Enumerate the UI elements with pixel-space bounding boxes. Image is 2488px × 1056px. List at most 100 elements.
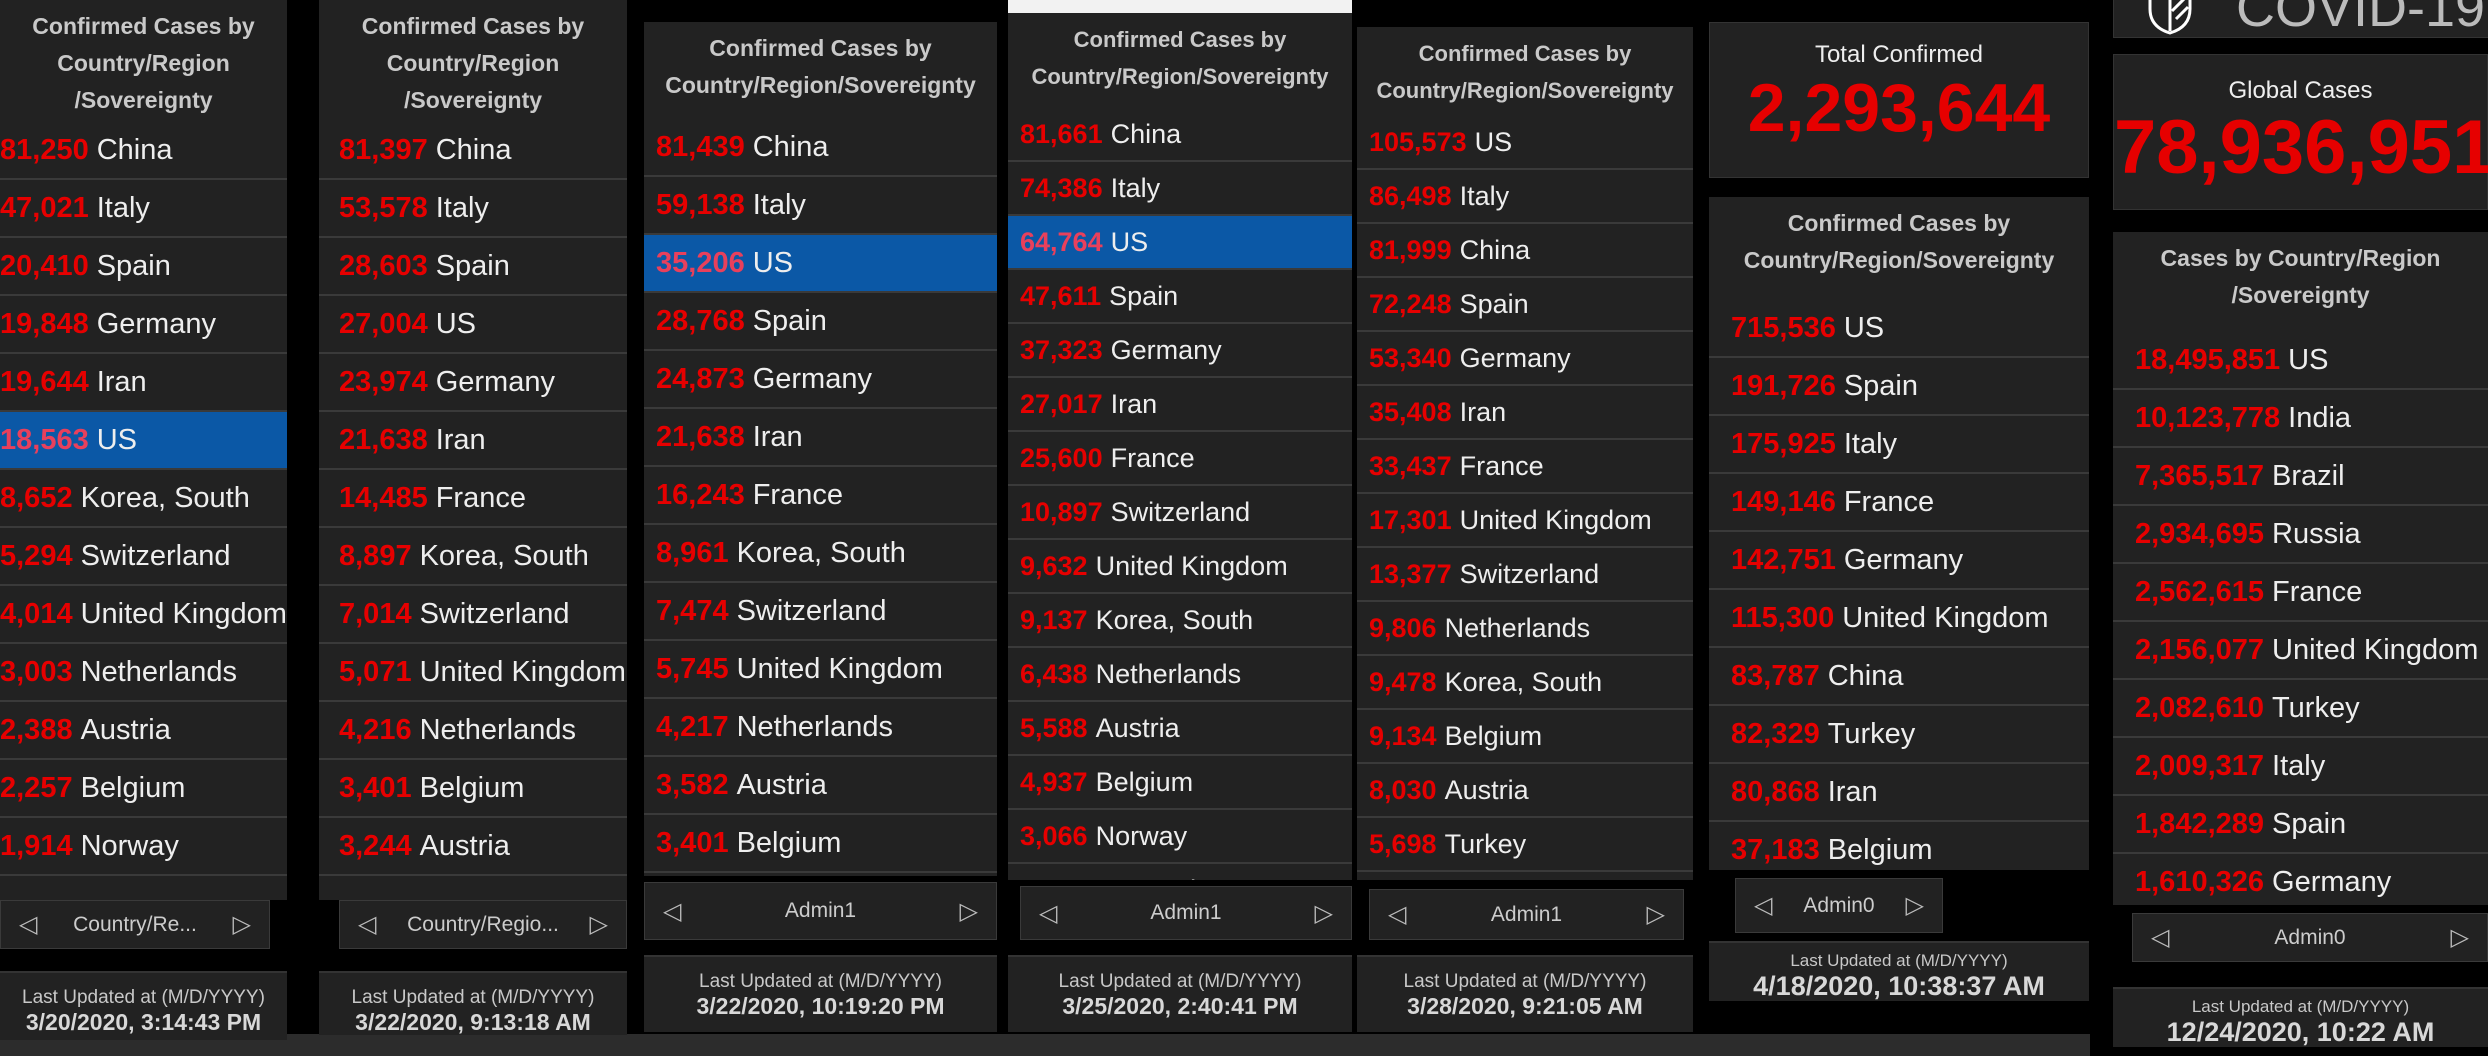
country-list[interactable]: 81,439 China 59,138 Italy 35,206 US 28,768 Spai… xyxy=(644,119,997,876)
list-item[interactable]: 23,974 Germany xyxy=(319,354,627,412)
list-item[interactable]: 1,610,326 Germany xyxy=(2113,854,2488,905)
country-list[interactable]: 81,397 China 53,578 Italy 28,603 Spain 27,004 U… xyxy=(319,122,627,900)
list-item[interactable]: 37,323 Germany xyxy=(1008,324,1352,378)
list-item[interactable]: 3,003 Netherlands xyxy=(0,644,287,702)
list-item[interactable]: 6,438 Netherlands xyxy=(1008,648,1352,702)
triangle-left-icon[interactable]: ◁ xyxy=(1754,892,1773,919)
list-item[interactable]: 16,243 France xyxy=(644,467,997,525)
list-item[interactable]: 10,897 Switzerland xyxy=(1008,486,1352,540)
triangle-right-icon[interactable]: ▷ xyxy=(959,897,978,925)
list-item[interactable]: 81,439 China xyxy=(644,119,997,177)
country-list[interactable]: 81,250 China 47,021 Italy 20,410 Spain 19,848 G… xyxy=(0,122,287,900)
list-item[interactable]: 47,021 Italy xyxy=(0,180,287,238)
list-item[interactable]: 81,250 China xyxy=(0,122,287,180)
list-item[interactable]: 9,137 Korea, South xyxy=(1008,594,1352,648)
list-item[interactable]: 175,925 Italy xyxy=(1709,416,2089,474)
list-item[interactable]: 27,004 US xyxy=(319,296,627,354)
list-item[interactable]: 35,206 US xyxy=(644,235,997,293)
list-item[interactable]: 9,134 Belgium xyxy=(1357,710,1693,764)
list-item[interactable]: 10,123,778 India xyxy=(2113,390,2488,448)
list-item[interactable]: 28,768 Spain xyxy=(644,293,997,351)
list-item[interactable]: 9,806 Netherlands xyxy=(1357,602,1693,656)
list-item[interactable]: 8,961 Korea, South xyxy=(644,525,997,583)
list-item[interactable]: 53,340 Germany xyxy=(1357,332,1693,386)
list-item[interactable]: 81,661 China xyxy=(1008,108,1352,162)
list-item[interactable]: 2,257 Belgium xyxy=(0,760,287,818)
list-item[interactable]: 3,401 Belgium xyxy=(644,815,997,873)
list-item[interactable]: 86,498 Italy xyxy=(1357,170,1693,224)
list-item[interactable]: 53,578 Italy xyxy=(319,180,627,238)
list-item[interactable]: 115,300 United Kingdom xyxy=(1709,590,2089,648)
list-item[interactable]: 8,897 Korea, South xyxy=(319,528,627,586)
list-item[interactable]: 80,868 Iran xyxy=(1709,764,2089,822)
list-item[interactable]: 8,030 Austria xyxy=(1357,764,1693,818)
list-item[interactable]: 74,386 Italy xyxy=(1008,162,1352,216)
list-item[interactable]: 2,009,317 Italy xyxy=(2113,738,2488,796)
list-item[interactable]: 4,014 United Kingdom xyxy=(0,586,287,644)
list-item[interactable]: 2,934,695 Russia xyxy=(2113,506,2488,564)
list-item[interactable]: 83,787 China xyxy=(1709,648,2089,706)
list-item[interactable]: 2,562,615 France xyxy=(2113,564,2488,622)
list-item[interactable]: 9,095 Portugal xyxy=(1008,864,1352,880)
list-item[interactable]: 25,600 France xyxy=(1008,432,1352,486)
list-item[interactable]: 19,644 Iran xyxy=(0,354,287,412)
list-item[interactable]: 7,474 Switzerland xyxy=(644,583,997,641)
list-item[interactable]: 13,377 Switzerland xyxy=(1357,548,1693,602)
list-item[interactable]: 2,082,610 Turkey xyxy=(2113,680,2488,738)
list-item[interactable]: 5,588 Austria xyxy=(1008,702,1352,756)
country-list[interactable]: 105,573 US 86,498 Italy 81,999 China 72,248 Spa… xyxy=(1357,116,1693,880)
list-item[interactable]: 17,301 United Kingdom xyxy=(1357,494,1693,548)
list-item[interactable]: 9,632 United Kingdom xyxy=(1008,540,1352,594)
list-item[interactable]: 81,397 China xyxy=(319,122,627,180)
triangle-left-icon[interactable]: ◁ xyxy=(19,911,38,938)
list-item[interactable]: 2,156,077 United Kingdom xyxy=(2113,622,2488,680)
list-item[interactable]: 5,071 United Kingdom xyxy=(319,644,627,702)
list-item[interactable]: 1,914 Norway xyxy=(0,818,287,876)
triangle-left-icon[interactable]: ◁ xyxy=(1039,899,1058,927)
list-item[interactable]: 14,485 France xyxy=(319,470,627,528)
triangle-right-icon[interactable]: ▷ xyxy=(1905,892,1924,919)
list-item[interactable]: 18,563 US xyxy=(0,412,287,470)
list-item[interactable]: 82,329 Turkey xyxy=(1709,706,2089,764)
list-item[interactable]: 149,146 France xyxy=(1709,474,2089,532)
list-item[interactable]: 7,365,517 Brazil xyxy=(2113,448,2488,506)
list-item[interactable]: 3,244 Austria xyxy=(319,818,627,876)
list-item[interactable]: 20,410 Spain xyxy=(0,238,287,296)
list-item[interactable]: 3,401 Belgium xyxy=(319,760,627,818)
list-item[interactable]: 142,751 Germany xyxy=(1709,532,2089,590)
list-item[interactable]: 4,216 Netherlands xyxy=(319,702,627,760)
list-item[interactable]: 9,478 Korea, South xyxy=(1357,656,1693,710)
list-item[interactable]: 47,611 Spain xyxy=(1008,270,1352,324)
list-item[interactable]: 3,066 Norway xyxy=(1008,810,1352,864)
list-item[interactable]: 5,294 Switzerland xyxy=(0,528,287,586)
list-item[interactable]: 64,764 US xyxy=(1008,216,1352,270)
list-item[interactable]: 4,937 Belgium xyxy=(1008,756,1352,810)
country-list[interactable]: 18,495,851 US 10,123,778 India 7,365,517 Braz… xyxy=(2113,332,2488,905)
list-item[interactable]: 105,573 US xyxy=(1357,116,1693,170)
list-item[interactable]: 8,652 Korea, South xyxy=(0,470,287,528)
list-item[interactable]: 2,388 Austria xyxy=(0,702,287,760)
list-item[interactable]: 81,999 China xyxy=(1357,224,1693,278)
list-item[interactable]: 24,873 Germany xyxy=(644,351,997,409)
list-item[interactable]: 27,017 Iran xyxy=(1008,378,1352,432)
triangle-left-icon[interactable]: ◁ xyxy=(2151,924,2170,951)
list-item[interactable]: 5,745 United Kingdom xyxy=(644,641,997,699)
list-item[interactable]: 33,437 France xyxy=(1357,440,1693,494)
triangle-right-icon[interactable]: ▷ xyxy=(232,911,251,938)
list-item[interactable]: 28,603 Spain xyxy=(319,238,627,296)
list-item[interactable]: 191,726 Spain xyxy=(1709,358,2089,416)
triangle-right-icon[interactable]: ▷ xyxy=(2450,924,2469,951)
list-item[interactable]: 21,638 Iran xyxy=(319,412,627,470)
country-list[interactable]: 715,536 US 191,726 Spain 175,925 Italy 149,146… xyxy=(1709,300,2089,870)
list-item[interactable]: 59,138 Italy xyxy=(644,177,997,235)
list-item[interactable]: 5,698 Turkey xyxy=(1357,818,1693,872)
triangle-left-icon[interactable]: ◁ xyxy=(663,897,682,925)
list-item[interactable]: 715,536 US xyxy=(1709,300,2089,358)
list-item[interactable]: 21,638 Iran xyxy=(644,409,997,467)
triangle-right-icon[interactable]: ▷ xyxy=(1646,901,1665,928)
list-item[interactable]: 72,248 Spain xyxy=(1357,278,1693,332)
list-item[interactable]: 19,848 Germany xyxy=(0,296,287,354)
list-item[interactable]: 37,183 Belgium xyxy=(1709,822,2089,870)
triangle-right-icon[interactable]: ▷ xyxy=(589,911,608,938)
list-item[interactable]: 5,170Portugal xyxy=(1357,872,1693,880)
